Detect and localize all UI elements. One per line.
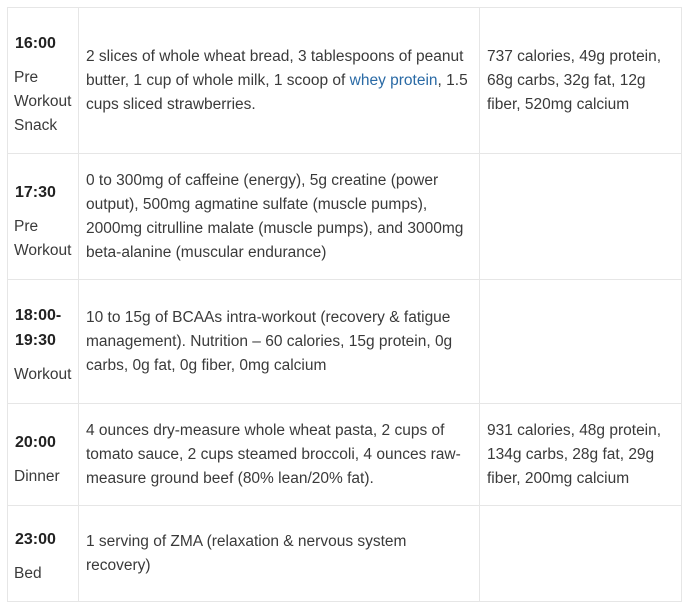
food-cell: 0 to 300mg of caffeine (energy), 5g crea… <box>78 153 480 280</box>
macros-cell <box>479 505 682 602</box>
food-cell: 4 ounces dry-measure whole wheat pasta, … <box>78 403 480 506</box>
time-cell: 16:00 Pre Workout Snack <box>7 7 79 154</box>
meal-plan-table: 16:00 Pre Workout Snack 2 slices of whol… <box>7 7 682 602</box>
meal-label: Pre Workout <box>14 218 72 259</box>
time-cell: 17:30 Pre Workout <box>7 153 79 280</box>
table-row: 18:00-19:30 Workout 10 to 15g of BCAAs i… <box>7 279 682 404</box>
meal-time: 17:30 <box>15 184 56 201</box>
food-text: 2 slices of whole wheat bread, 3 tablesp… <box>86 47 464 89</box>
table-row: 17:30 Pre Workout 0 to 300mg of caffeine… <box>7 153 682 280</box>
food-cell: 10 to 15g of BCAAs intra-workout (recove… <box>78 279 480 404</box>
time-cell: 18:00-19:30 Workout <box>7 279 79 404</box>
table-row: 23:00 Bed 1 serving of ZMA (relaxation &… <box>7 505 682 602</box>
meal-label: Dinner <box>14 467 60 485</box>
meal-time: 23:00 <box>15 531 56 548</box>
time-cell: 20:00 Dinner <box>7 403 79 506</box>
time-cell: 23:00 Bed <box>7 505 79 602</box>
meal-time: 16:00 <box>15 34 56 52</box>
macros-cell <box>479 279 682 404</box>
meal-time: 20:00 <box>15 433 56 451</box>
food-cell: 1 serving of ZMA (relaxation & nervous s… <box>78 505 480 602</box>
meal-label: Pre Workout Snack <box>14 68 72 134</box>
whey-protein-link[interactable]: whey protein <box>349 71 438 89</box>
meal-label: Bed <box>14 565 42 582</box>
meal-label: Workout <box>14 365 72 383</box>
food-text-end: , 1.5 cups sliced strawberries. <box>86 71 468 113</box>
food-cell: 2 slices of whole wheat bread, 3 tablesp… <box>78 7 480 154</box>
meal-time: 18:00-19:30 <box>15 306 62 349</box>
macros-cell: 931 calories, 48g protein, 134g carbs, 2… <box>479 403 682 506</box>
macros-cell <box>479 153 682 280</box>
macros-cell: 737 calories, 49g protein, 68g carbs, 32… <box>479 7 682 154</box>
table-row: 20:00 Dinner 4 ounces dry-measure whole … <box>7 403 682 506</box>
table-row: 16:00 Pre Workout Snack 2 slices of whol… <box>7 7 682 154</box>
